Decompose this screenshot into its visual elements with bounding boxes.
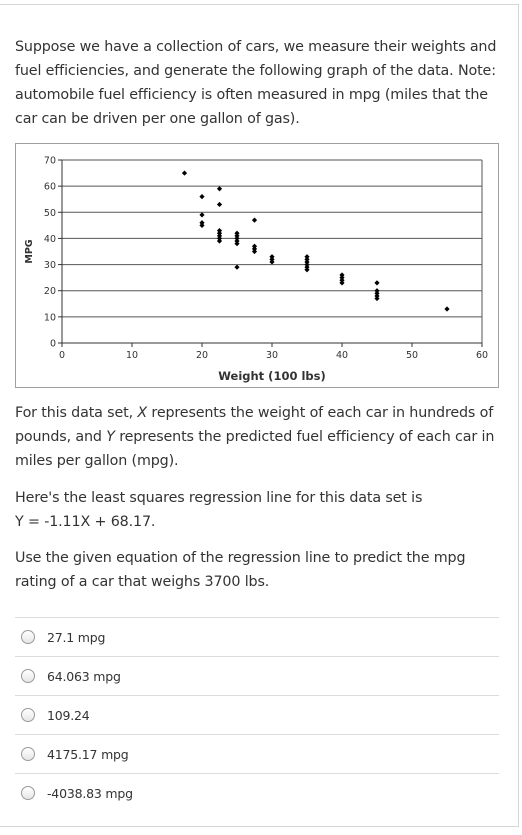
radio-button[interactable] bbox=[21, 708, 35, 722]
answer-choice[interactable]: 64.063 mpg bbox=[15, 656, 499, 695]
radio-button[interactable] bbox=[21, 747, 35, 761]
question-frame bbox=[0, 4, 519, 827]
data-point bbox=[304, 259, 310, 265]
data-point bbox=[251, 243, 258, 249]
data-point bbox=[374, 288, 380, 294]
x-tick-label: 10 bbox=[126, 350, 138, 361]
radio-button[interactable] bbox=[21, 786, 35, 800]
data-point bbox=[216, 230, 223, 236]
data-point bbox=[304, 264, 310, 270]
regression-equation: Y = -1.11X + 68.17. bbox=[15, 514, 156, 530]
answer-choice[interactable]: -4038.83 mpg bbox=[15, 773, 499, 812]
choice-label: 27.1 mpg bbox=[47, 629, 106, 645]
regression-text: Here's the least squares regression line… bbox=[15, 486, 505, 534]
data-point bbox=[444, 306, 450, 312]
data-point bbox=[216, 238, 223, 244]
choice-label: -4038.83 mpg bbox=[47, 785, 133, 801]
definition-part1: For this data set, bbox=[15, 405, 138, 421]
definition-part2: represents the weight of each car in hun… bbox=[15, 405, 494, 445]
data-point bbox=[199, 194, 205, 200]
choice-label: 4175.17 mpg bbox=[47, 746, 129, 762]
y-tick-label: 60 bbox=[44, 182, 56, 193]
data-point bbox=[199, 212, 205, 218]
x-tick-label: 60 bbox=[476, 350, 488, 361]
answer-choice[interactable]: 4175.17 mpg bbox=[15, 734, 499, 773]
y-tick-label: 0 bbox=[50, 339, 56, 350]
data-point bbox=[339, 277, 345, 283]
data-point bbox=[304, 267, 310, 273]
data-point bbox=[216, 201, 223, 208]
answer-choice[interactable]: 109.24 bbox=[15, 695, 499, 734]
data-point bbox=[269, 254, 275, 260]
definition-y-var: Y bbox=[106, 429, 115, 445]
data-point bbox=[234, 230, 240, 236]
data-point bbox=[216, 186, 223, 192]
x-tick-label: 40 bbox=[336, 350, 348, 361]
radio-button[interactable] bbox=[21, 669, 35, 683]
data-point bbox=[339, 280, 345, 286]
scatter-chart: 0 10 20 30 40 50 60 70 0 10 20 30 40 50 60 Weight (100 … bbox=[15, 143, 499, 388]
choice-label: 109.24 bbox=[47, 707, 90, 723]
y-axis-label: MPG bbox=[24, 239, 35, 263]
question-intro: Suppose we have a collection of cars, we… bbox=[15, 39, 497, 127]
y-tick-label: 50 bbox=[44, 208, 56, 219]
data-point bbox=[304, 261, 310, 268]
choice-label: 64.063 mpg bbox=[47, 668, 121, 684]
data-point bbox=[339, 272, 345, 278]
regression-intro: Here's the least squares regression line… bbox=[15, 490, 423, 506]
y-tick-label: 70 bbox=[44, 156, 56, 167]
data-point bbox=[251, 217, 258, 223]
data-point bbox=[304, 254, 310, 260]
data-point bbox=[199, 220, 205, 226]
definition-x-var: X bbox=[137, 405, 148, 421]
question-prompt: Use the given equation of the regression… bbox=[15, 550, 466, 590]
data-point bbox=[234, 264, 240, 270]
data-point bbox=[181, 170, 188, 176]
x-tick-label: 50 bbox=[406, 350, 418, 361]
radio-button[interactable] bbox=[21, 630, 35, 644]
data-point bbox=[199, 222, 205, 228]
data-point bbox=[269, 259, 275, 265]
answer-choice[interactable]: 27.1 mpg bbox=[15, 617, 499, 656]
y-tick-label: 40 bbox=[44, 234, 56, 245]
x-tick-label: 30 bbox=[266, 350, 278, 361]
definition-text: For this data set, X represents the weig… bbox=[15, 401, 505, 473]
y-tick-label: 20 bbox=[44, 286, 56, 297]
scatter-chart-svg: 0 10 20 30 40 50 60 70 0 10 20 30 40 50 60 Weight (100 … bbox=[24, 156, 488, 384]
x-tick-label: 20 bbox=[196, 350, 208, 361]
data-point bbox=[234, 238, 240, 244]
answer-choices: 27.1 mpg 64.063 mpg 109.24 4175.17 mpg -… bbox=[15, 617, 499, 812]
data-point bbox=[251, 248, 258, 255]
y-tick-label: 30 bbox=[44, 260, 56, 271]
x-tick-label: 0 bbox=[59, 350, 65, 361]
data-point bbox=[374, 280, 380, 286]
data-point bbox=[374, 295, 380, 302]
definition-part3: represents the predicted fuel efficiency… bbox=[15, 429, 495, 469]
data-point bbox=[251, 246, 258, 252]
x-axis-label: Weight (100 lbs) bbox=[218, 369, 325, 383]
y-tick-label: 10 bbox=[44, 312, 56, 323]
data-point bbox=[216, 227, 223, 234]
data-point bbox=[234, 241, 240, 247]
